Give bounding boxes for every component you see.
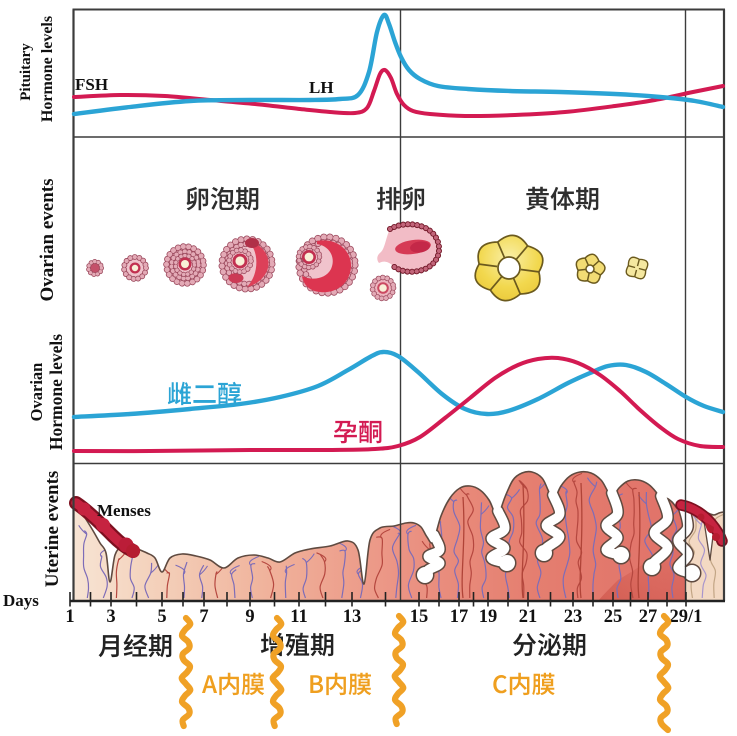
svg-text:FSH: FSH [75,75,108,94]
svg-text:25: 25 [604,607,623,627]
svg-text:1: 1 [65,607,74,627]
svg-text:Ovarian: Ovarian [27,363,46,422]
svg-text:Days: Days [3,591,39,610]
svg-text:17: 17 [450,607,469,627]
svg-text:5: 5 [157,607,166,627]
svg-text:15: 15 [410,607,429,627]
svg-text:21: 21 [519,607,538,627]
svg-text:LH: LH [309,78,334,97]
svg-text:Hormone levels: Hormone levels [39,16,56,122]
svg-text:29/1: 29/1 [670,607,703,627]
svg-text:11: 11 [290,607,307,627]
svg-text:9: 9 [245,607,254,627]
svg-text:13: 13 [343,607,362,627]
svg-text:Menses: Menses [97,501,151,520]
svg-text:Uterine events: Uterine events [42,471,63,588]
svg-text:Ovarian events: Ovarian events [37,179,58,302]
svg-text:27: 27 [639,607,658,627]
svg-text:3: 3 [106,607,115,627]
svg-text:19: 19 [479,607,498,627]
svg-text:Hormone levels: Hormone levels [46,334,66,450]
svg-text:23: 23 [564,607,583,627]
svg-text:Pituitary: Pituitary [18,43,34,101]
svg-text:7: 7 [199,607,208,627]
